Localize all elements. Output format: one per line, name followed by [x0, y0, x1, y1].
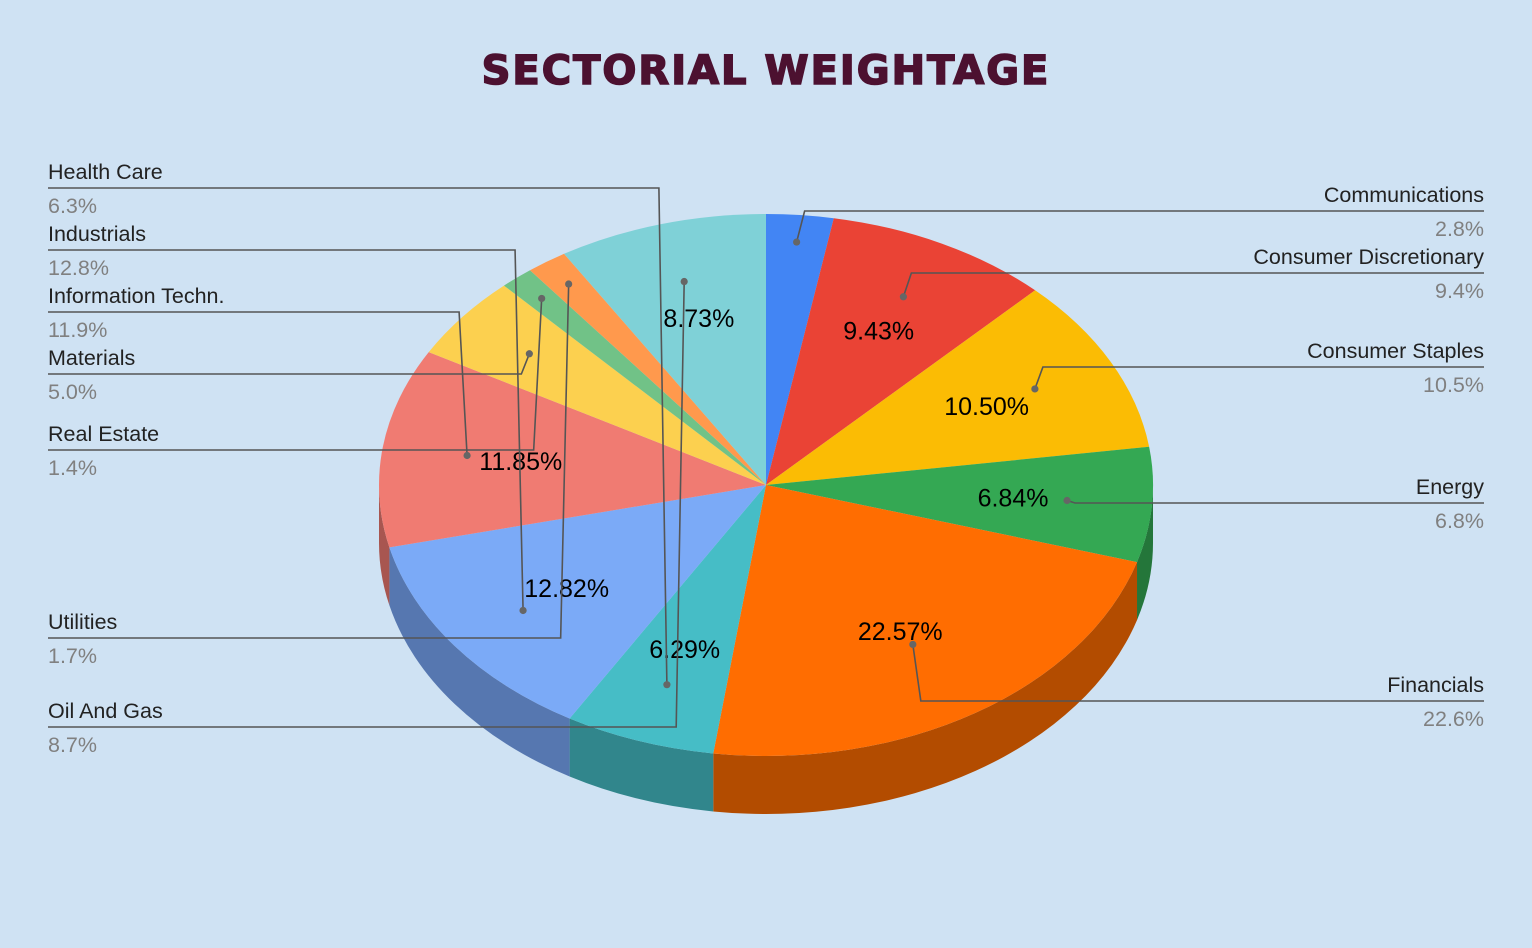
pie-slice-consumer-discretionary[interactable]	[766, 218, 1036, 486]
leader-dot-communications	[793, 238, 801, 246]
leader-dot-industrials	[519, 606, 527, 615]
chart-title: SECTORIAL WEIGHTAGE	[482, 48, 1051, 94]
leader-line-information-techn	[48, 311, 468, 456]
pie-slice-consumer-staples[interactable]	[766, 290, 1150, 485]
pie-slice-energy[interactable]	[766, 446, 1153, 563]
category-value-utilities: 1.7%	[48, 644, 97, 668]
category-label-energy: Energy	[1416, 475, 1484, 499]
leader-line-utilities	[48, 284, 570, 639]
slice-label-health-care: 6.29%	[649, 636, 720, 664]
leader-line-materials	[48, 353, 531, 375]
category-label-utilities: Utilities	[48, 610, 117, 634]
slice-label-consumer-staples: 10.50%	[944, 393, 1029, 421]
leader-line-health-care	[48, 187, 668, 685]
category-value-oil-and-gas: 8.7%	[48, 733, 97, 757]
leader-line-consumer-discretionary	[902, 272, 1484, 298]
category-label-health-care: Health Care	[48, 160, 163, 184]
category-label-industrials: Industrials	[48, 222, 146, 246]
category-value-communications: 2.8%	[1435, 217, 1484, 241]
category-label-real-estate: Real Estate	[48, 422, 159, 446]
pie-slice-financials[interactable]	[713, 485, 1138, 756]
category-value-real-estate: 1.4%	[48, 456, 97, 480]
leader-line-industrials	[48, 249, 524, 611]
category-value-information-techn: 11.9%	[48, 318, 107, 342]
slice-label-industrials: 12.82%	[524, 575, 609, 603]
slice-label-oil-and-gas: 8.73%	[663, 305, 734, 333]
leader-dot-materials	[525, 350, 533, 358]
pie-side-health-care	[569, 718, 714, 812]
category-value-financials: 22.6%	[1423, 707, 1484, 731]
category-label-consumer-discretionary: Consumer Discretionary	[1253, 245, 1484, 269]
leader-lines	[48, 187, 1484, 728]
category-value-health-care: 6.3%	[48, 194, 97, 218]
category-label-communications: Communications	[1324, 183, 1484, 207]
leader-dot-oil-and-gas	[680, 277, 688, 286]
leader-dot-energy	[1063, 496, 1071, 505]
pie-side-energy	[1137, 485, 1153, 621]
pie-slices	[379, 214, 1153, 756]
leader-line-financials	[912, 644, 1484, 702]
category-value-consumer-discretionary: 9.4%	[1435, 279, 1484, 303]
pie-slice-information-techn[interactable]	[379, 352, 766, 548]
pie-side-financials	[713, 562, 1138, 814]
pie-slice-oil-and-gas[interactable]	[564, 214, 766, 485]
category-value-materials: 5.0%	[48, 380, 97, 404]
pie-slice-industrials[interactable]	[389, 485, 766, 719]
leader-line-consumer-staples	[1034, 366, 1484, 390]
leader-line-real-estate	[48, 298, 543, 451]
pie-side-industrials	[389, 547, 570, 777]
pie-slice-real-estate[interactable]	[503, 270, 766, 485]
leader-dot-information-techn	[463, 451, 471, 460]
category-label-materials: Materials	[48, 346, 135, 370]
leader-dot-consumer-discretionary	[899, 293, 907, 301]
pie-side-information-techn	[379, 485, 390, 606]
category-labels: Communications 2.8% Consumer Discretionary…	[48, 160, 1484, 757]
leader-dot-utilities	[565, 280, 573, 288]
leader-dot-consumer-staples	[1031, 385, 1039, 393]
category-value-industrials: 12.8%	[48, 256, 109, 280]
pie-slice-utilities[interactable]	[530, 253, 766, 485]
leader-dot-real-estate	[538, 294, 546, 303]
leader-line-communications	[795, 210, 1484, 243]
pie-slice-health-care[interactable]	[569, 485, 766, 754]
leader-dot-financials	[909, 640, 917, 649]
category-label-information-techn: Information Techn.	[48, 284, 224, 308]
leader-line-oil-and-gas	[48, 281, 685, 728]
pie-slice-communications[interactable]	[766, 214, 834, 485]
slice-label-energy: 6.84%	[978, 485, 1049, 513]
leader-dot-health-care	[663, 681, 671, 689]
category-label-oil-and-gas: Oil And Gas	[48, 699, 163, 723]
category-label-financials: Financials	[1387, 673, 1484, 697]
category-label-consumer-staples: Consumer Staples	[1307, 339, 1484, 363]
category-value-energy: 6.8%	[1435, 509, 1484, 533]
category-value-consumer-staples: 10.5%	[1423, 373, 1484, 397]
slice-label-consumer-discretionary: 9.43%	[843, 318, 914, 346]
pie-sides	[379, 485, 1153, 814]
slice-label-financials: 22.57%	[858, 618, 943, 646]
